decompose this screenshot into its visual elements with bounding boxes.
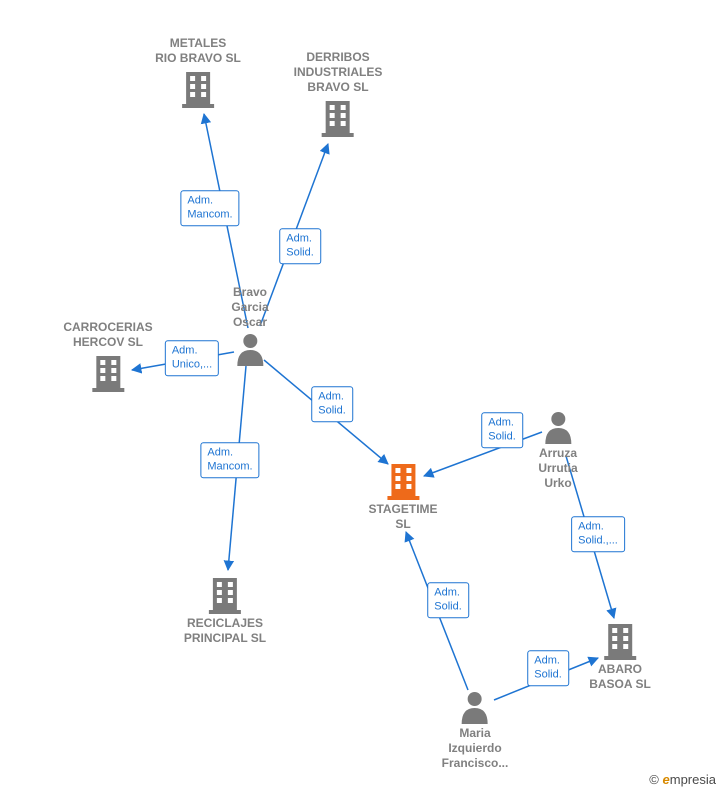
node-label: STAGETIME SL	[368, 502, 437, 532]
node-metales[interactable]: METALES RIO BRAVO SL	[155, 36, 241, 108]
footer-copyright: © empresia	[649, 772, 716, 787]
copyright-symbol: ©	[649, 772, 659, 787]
network-diagram: METALES RIO BRAVO SL DERRIBOS INDUSTRIAL…	[0, 0, 728, 795]
edge-label: Adm. Solid.	[311, 386, 353, 422]
edge-label: Adm. Unico,...	[165, 340, 219, 376]
node-label: RECICLAJES PRINCIPAL SL	[184, 616, 266, 646]
brand-rest: mpresia	[670, 772, 716, 787]
brand-initial: e	[663, 772, 670, 787]
node-label: Maria Izquierdo Francisco...	[442, 726, 509, 771]
building-icon	[207, 574, 243, 614]
node-bravo[interactable]: Bravo Garcia Oscar	[231, 285, 268, 366]
edge-label: Adm. Solid.	[481, 412, 523, 448]
node-reciclajes[interactable]: RECICLAJES PRINCIPAL SL	[184, 574, 266, 646]
node-label: CARROCERIAS HERCOV SL	[63, 320, 152, 350]
edge-label: Adm. Solid.	[279, 228, 321, 264]
building-icon	[602, 620, 638, 660]
building-icon	[180, 68, 216, 108]
node-label: DERRIBOS INDUSTRIALES BRAVO SL	[294, 50, 383, 95]
node-maria[interactable]: Maria Izquierdo Francisco...	[442, 690, 509, 771]
person-icon	[235, 332, 265, 366]
building-icon	[90, 352, 126, 392]
edge-label: Adm. Solid.,...	[571, 516, 625, 552]
building-icon	[320, 97, 356, 137]
node-stagetime[interactable]: STAGETIME SL	[368, 460, 437, 532]
edge-label: Adm. Solid.	[527, 650, 569, 686]
edge-label: Adm. Solid.	[427, 582, 469, 618]
node-label: Arruza Urrutia Urko	[538, 446, 577, 491]
building-icon	[385, 460, 421, 500]
node-carrocerias[interactable]: CARROCERIAS HERCOV SL	[63, 320, 152, 392]
node-abaro[interactable]: ABARO BASOA SL	[589, 620, 651, 692]
edge-label: Adm. Mancom.	[200, 442, 259, 478]
person-icon	[543, 410, 573, 444]
node-label: Bravo Garcia Oscar	[231, 285, 268, 330]
node-arruza[interactable]: Arruza Urrutia Urko	[538, 410, 577, 491]
node-label: METALES RIO BRAVO SL	[155, 36, 241, 66]
edge-label: Adm. Mancom.	[180, 190, 239, 226]
node-label: ABARO BASOA SL	[589, 662, 651, 692]
person-icon	[460, 690, 490, 724]
node-derribos[interactable]: DERRIBOS INDUSTRIALES BRAVO SL	[294, 50, 383, 137]
